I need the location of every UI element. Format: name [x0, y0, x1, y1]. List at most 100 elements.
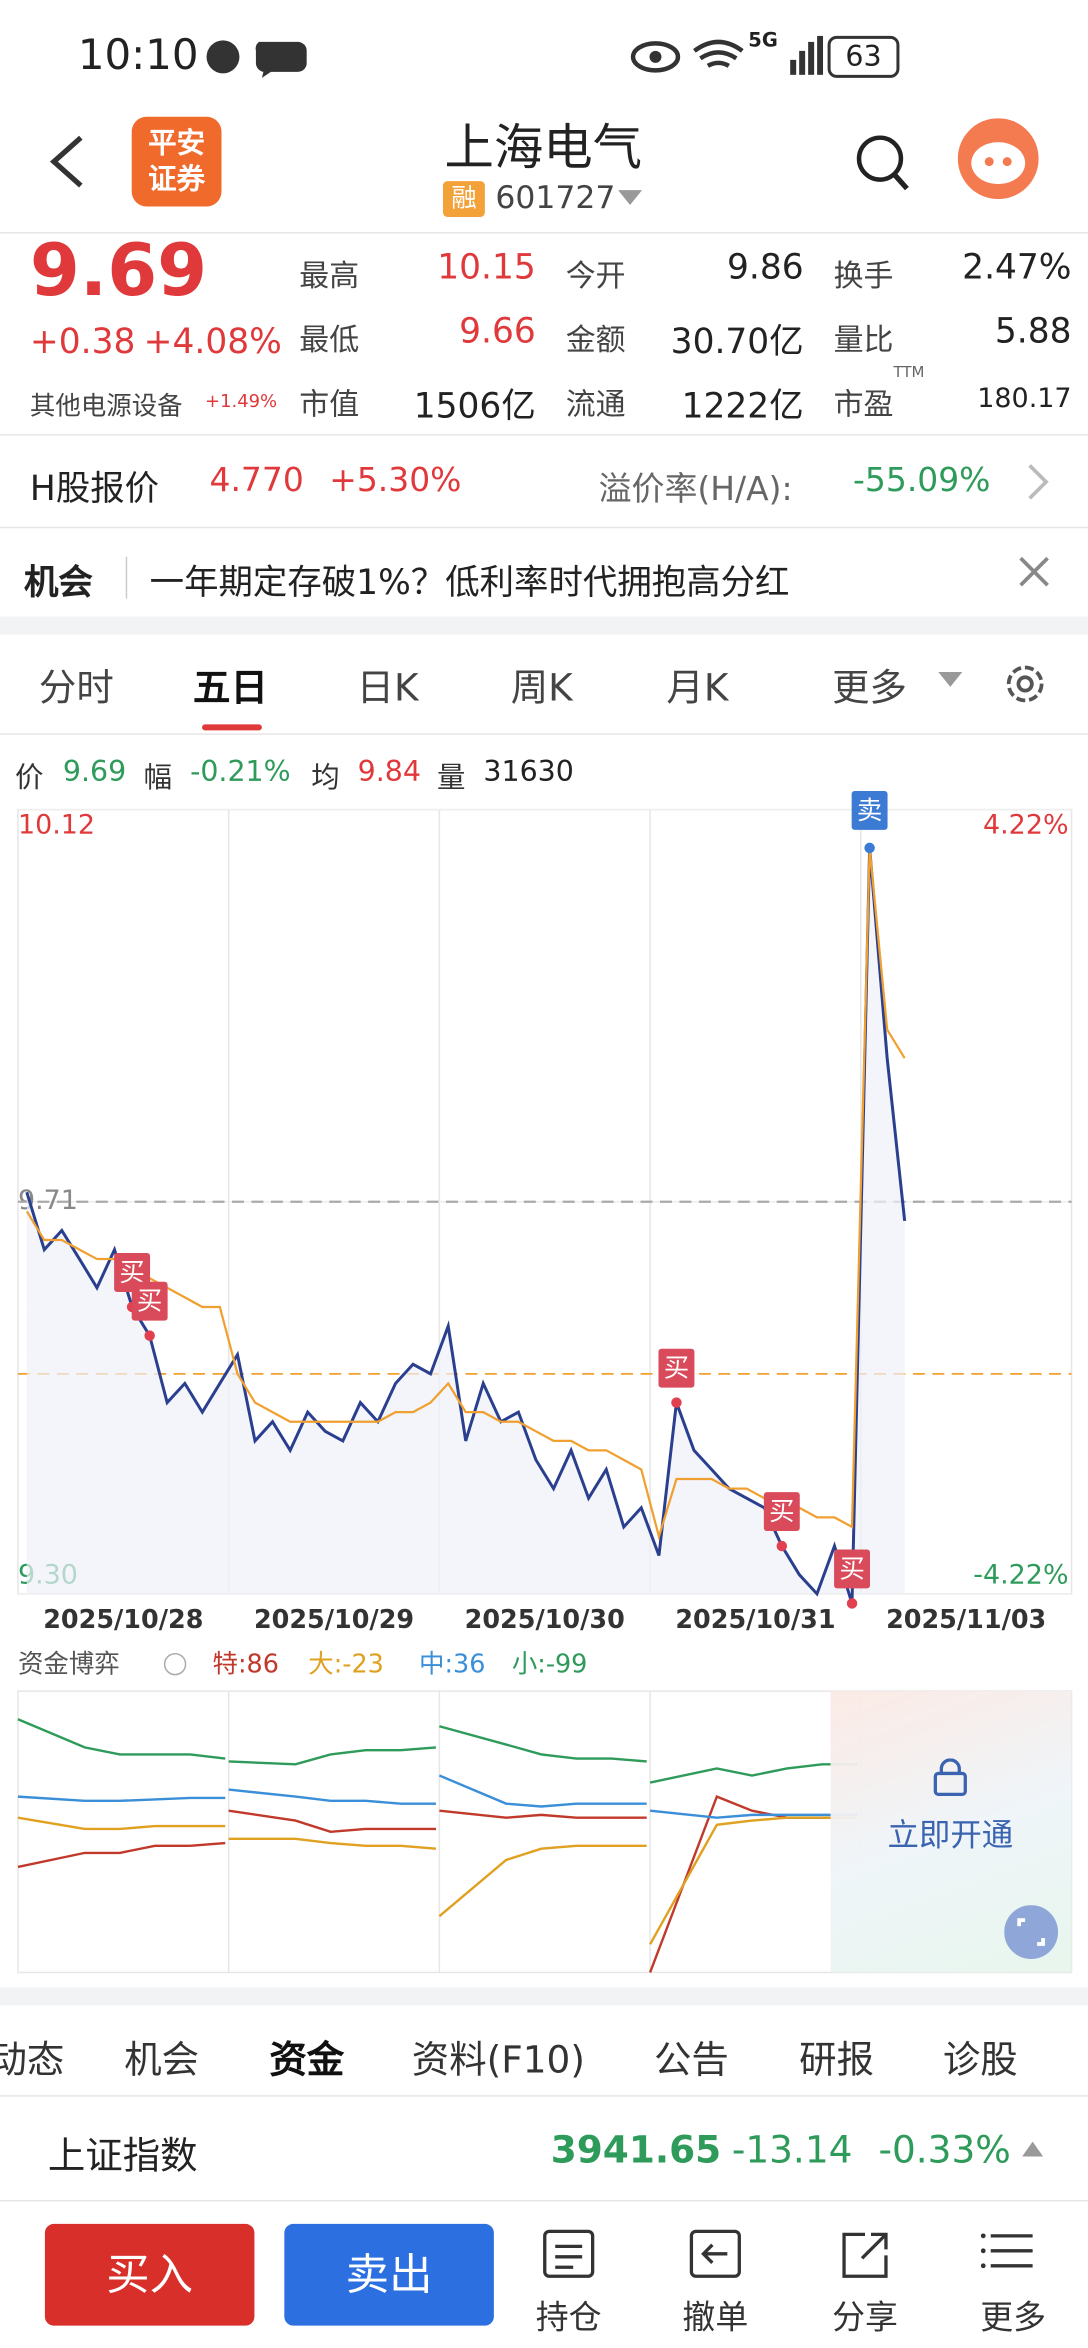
chart-tab[interactable]: 日K	[356, 665, 419, 710]
stat-value: 2.47%	[962, 248, 1072, 288]
trade-dot	[864, 842, 875, 854]
stat-value: 10.15	[437, 248, 536, 288]
trade-tag	[834, 1549, 871, 1589]
legend-entry: 中:36	[419, 1649, 485, 1679]
trade-tag-text: 买	[839, 1553, 864, 1583]
legend-entry: 大:-23	[308, 1649, 384, 1679]
y2-tick-label: 4.22%	[983, 810, 1069, 841]
sector-name[interactable]: 其他电源设备	[29, 392, 183, 423]
bottom-item[interactable]: 分享	[832, 2300, 898, 2338]
status-network: 5G	[748, 29, 778, 53]
active-tab-indicator	[202, 724, 262, 731]
more-dropdown[interactable]	[937, 670, 964, 688]
chart-tab[interactable]: 分时	[38, 665, 114, 710]
trade-tag	[851, 791, 888, 830]
info-label: 幅	[143, 761, 173, 795]
h-share-arrow[interactable]	[1024, 461, 1054, 503]
stat-label: 市值	[299, 386, 360, 423]
h-share-label: H股报价	[29, 469, 160, 509]
bottom-item[interactable]: 持仓	[535, 2300, 602, 2338]
sub-tab[interactable]: 资金	[269, 2038, 345, 2082]
stat-value: 9.86	[727, 248, 804, 288]
chart-tab[interactable]: 更多	[832, 665, 907, 710]
info-label: 价	[14, 761, 44, 795]
x-tick-label: 2025/10/31	[675, 1604, 835, 1634]
stat-label: 最低	[299, 321, 360, 358]
stat-sup: TTM	[893, 365, 925, 382]
code-dropdown[interactable]	[617, 189, 644, 207]
logo-text: 证券	[148, 163, 206, 197]
sub-tab[interactable]: 资料(F10)	[411, 2038, 585, 2082]
stat-label: 最高	[299, 257, 360, 294]
index-change-pct: -0.33%	[878, 2128, 1011, 2172]
info-icon	[163, 1652, 187, 1676]
premium-label: 溢价率(H/A):	[598, 471, 793, 509]
fund-line	[17, 1816, 858, 1945]
h-share-pct: +5.30%	[329, 462, 462, 500]
lock-text[interactable]: 立即开通	[887, 1816, 1014, 1853]
series-line	[25, 847, 906, 1541]
info-value: -0.21%	[190, 755, 291, 789]
stat-label: 流通	[565, 386, 626, 423]
trade-tag-text: 买	[137, 1286, 162, 1316]
stat-value: 9.66	[459, 312, 536, 352]
bottom-item[interactable]: 撤单	[682, 2300, 749, 2338]
stat-value: 5.88	[994, 312, 1072, 352]
price-change: +0.38	[29, 323, 136, 363]
stat-label: 今开	[565, 257, 626, 294]
chart-tab[interactable]: 周K	[510, 665, 573, 710]
sub-tab[interactable]: 机会	[124, 2038, 200, 2082]
sub-tab[interactable]: 动态	[0, 2038, 65, 2082]
info-value: 31630	[483, 755, 574, 789]
info-value: 9.84	[357, 755, 422, 789]
info-label: 均	[311, 761, 340, 795]
chart-tab[interactable]: 五日	[193, 665, 268, 710]
stock-code: 601727	[495, 179, 616, 216]
search-button[interactable]	[853, 132, 913, 195]
index-name[interactable]: 上证指数	[47, 2134, 198, 2178]
sub-tab[interactable]: 研报	[799, 2038, 875, 2082]
charts: 9.309.7110.12-4.22%4.22%2025/10/282025/1…	[17, 791, 1073, 1974]
status-signal	[630, 35, 824, 75]
news-close[interactable]	[1016, 554, 1052, 590]
index-change: -13.14	[731, 2128, 853, 2172]
fund-title: 资金博弈	[18, 1649, 120, 1679]
index-expand[interactable]	[1021, 2140, 1045, 2158]
status-icons	[206, 40, 307, 78]
sell-button[interactable]: 卖出	[284, 2223, 494, 2326]
sub-tab[interactable]: 诊股	[942, 2038, 1018, 2082]
x-tick-label: 2025/10/28	[43, 1604, 203, 1634]
back-button[interactable]	[45, 132, 90, 192]
bottom-item[interactable]: 更多	[980, 2300, 1047, 2338]
info-label: 量	[436, 761, 466, 795]
news-text[interactable]: 一年期定存破1%？低利率时代拥抱高分红	[149, 564, 790, 604]
x-tick-label: 2025/11/03	[886, 1604, 1046, 1634]
premium-value: -55.09%	[853, 462, 991, 500]
stat-value: 30.70亿	[670, 323, 804, 363]
fund-line	[17, 1718, 858, 1784]
series-line	[25, 847, 907, 1604]
price-area	[26, 847, 905, 1604]
stat-value: 1506亿	[413, 387, 536, 427]
trade-tag	[658, 1348, 695, 1388]
y2-tick-label: -4.22%	[973, 1559, 1068, 1590]
chart-tab[interactable]: 月K	[666, 665, 729, 710]
legend-entry: 小:-99	[512, 1649, 588, 1679]
separator	[0, 1987, 1088, 2006]
trade-tag	[763, 1492, 800, 1532]
expand-button[interactable]	[1004, 1905, 1059, 1959]
index-value: 3941.65	[550, 2128, 722, 2172]
broker-logo: 平安 证券	[131, 116, 222, 207]
avatar-button[interactable]	[957, 118, 1039, 200]
buy-button[interactable]: 买入	[44, 2223, 255, 2326]
trade-dot	[671, 1397, 682, 1408]
h-share-price: 4.770	[209, 462, 304, 500]
sub-tab[interactable]: 公告	[653, 2038, 729, 2082]
current-price: 9.69	[29, 228, 208, 313]
news-divider	[125, 556, 128, 599]
settings-button[interactable]	[1001, 660, 1049, 708]
battery: 63	[827, 35, 900, 78]
stat-label: 市盈	[833, 386, 894, 423]
fund-line	[17, 1774, 858, 1819]
